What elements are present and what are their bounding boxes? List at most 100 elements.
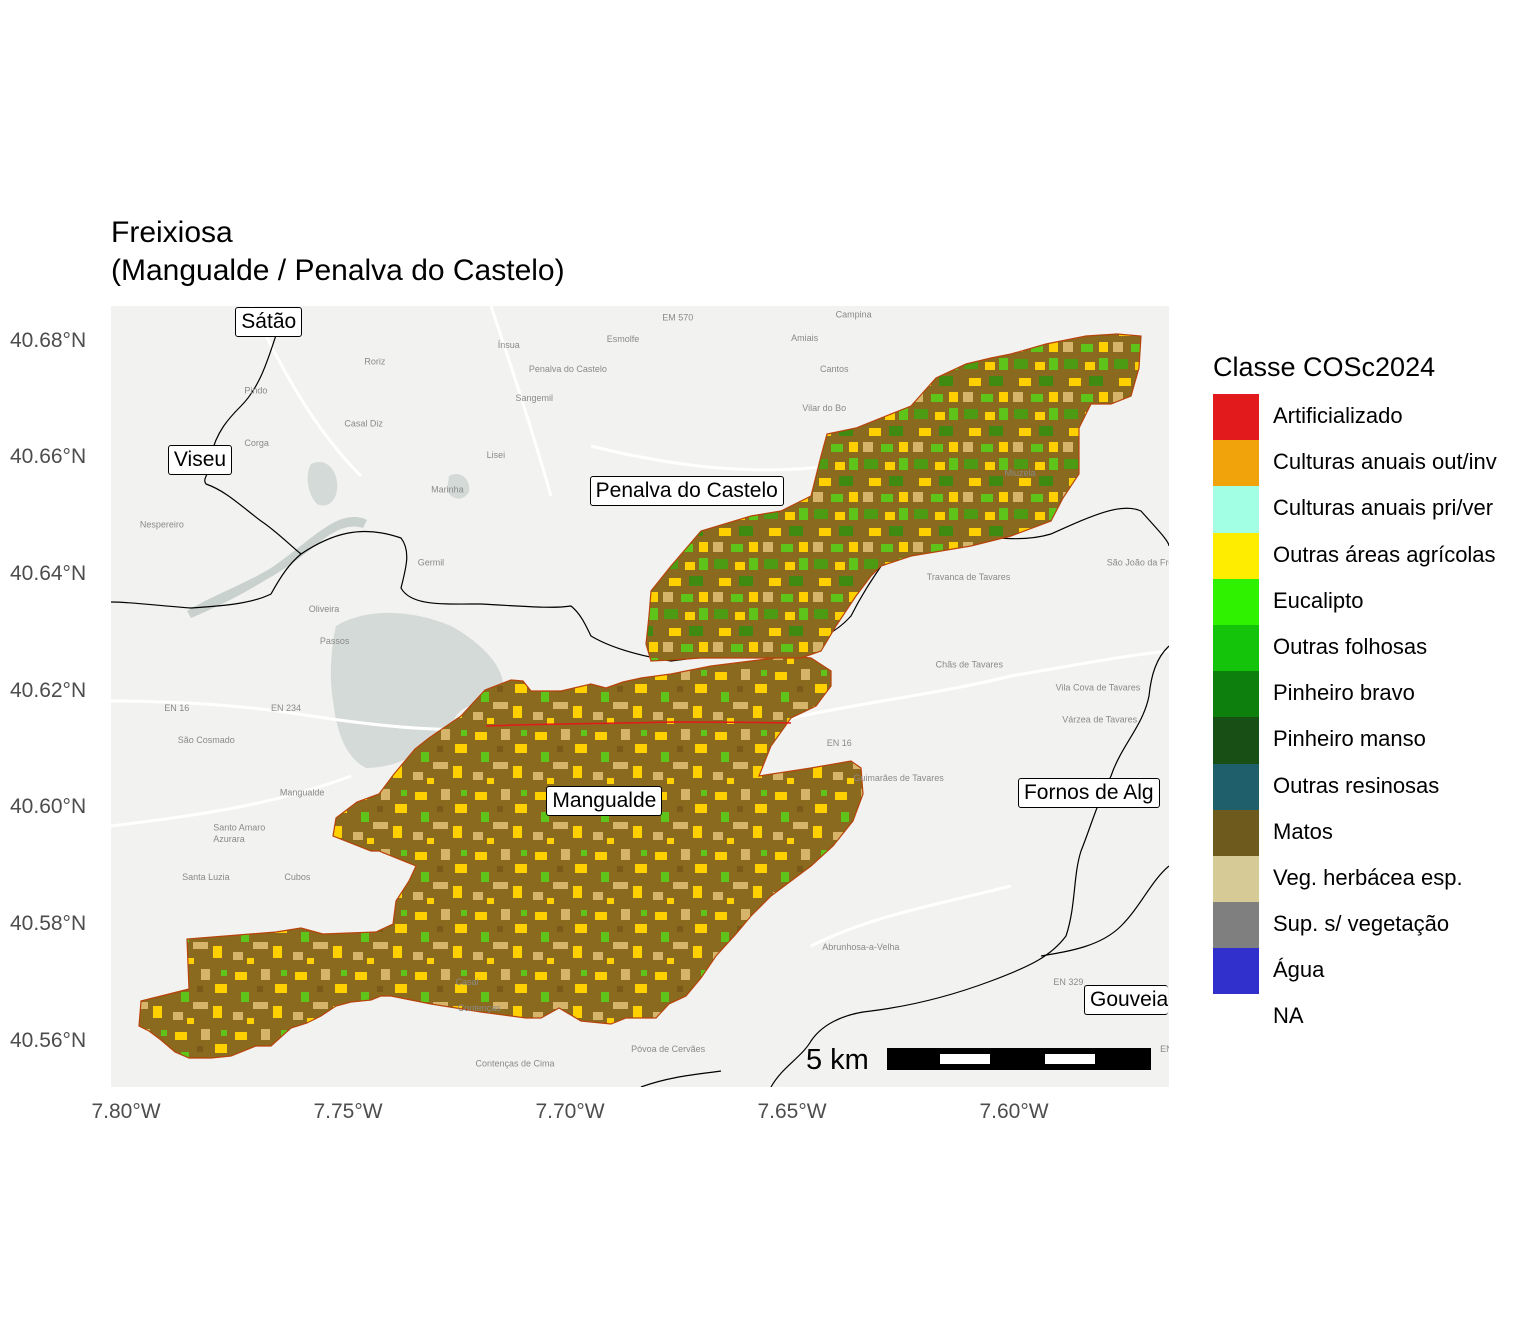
basemap-place-label: Vila Cova de Tavares xyxy=(1056,683,1141,693)
basemap-place-label: Corga xyxy=(244,438,269,448)
legend-swatch xyxy=(1213,486,1259,533)
basemap-place-label: Sangemil xyxy=(516,393,554,403)
map-subtitle: (Mangualde / Penalva do Castelo) xyxy=(111,254,565,287)
legend-swatch xyxy=(1213,440,1259,487)
basemap-place-label: Nespereiro xyxy=(140,520,184,530)
basemap-place-label: Vilar do Bo xyxy=(802,403,846,413)
basemap-place-label: Miuzela xyxy=(1005,468,1036,478)
legend-label: NA xyxy=(1273,1003,1304,1029)
basemap-place-label: Penalva do Castelo xyxy=(529,364,607,374)
basemap-place-label: EN 16 xyxy=(827,738,852,748)
basemap-place-label: Santo Amaro xyxy=(213,823,265,833)
place-label: Sátão xyxy=(235,307,303,338)
map-title: Freixiosa xyxy=(111,216,233,249)
basemap-place-label: Guimarães de Tavares xyxy=(853,773,944,783)
basemap-place-label: Campina xyxy=(836,310,872,320)
basemap-place-label: EN 234 xyxy=(271,703,301,713)
place-label: Viseu xyxy=(167,445,233,476)
x-tick-label: 7.75°W xyxy=(313,1100,383,1123)
legend-swatch xyxy=(1213,717,1259,764)
basemap-place-label: Oliveira xyxy=(309,604,340,614)
basemap-place-label: Póvoa de Cervães xyxy=(631,1044,706,1054)
basemap-place-label: Amiais xyxy=(791,333,819,343)
basemap-place-label: Santa Luzia xyxy=(182,872,230,882)
basemap-place-label: São Cosmado xyxy=(178,735,235,745)
x-tick-label: 7.80°W xyxy=(91,1100,161,1123)
legend-item: Matos xyxy=(1213,809,1533,856)
map-canvas[interactable]: EM 570 Campina Ínsua Esmolfe Amiais Roriz Pena… xyxy=(111,306,1169,1087)
legend-label: Culturas anuais out/inv xyxy=(1273,449,1497,475)
basemap-place-label: Contenças xyxy=(458,1003,502,1013)
place-label: Penalva do Castelo xyxy=(589,475,784,506)
basemap-place-label: Várzea de Tavares xyxy=(1062,715,1137,725)
major-road-red xyxy=(485,721,792,727)
legend-title: Classe COSc2024 xyxy=(1213,352,1436,382)
legend-label: Matos xyxy=(1273,818,1333,844)
basemap-place-label: Abrunhosa-a-Velha xyxy=(822,942,899,952)
study-area-north xyxy=(645,333,1142,662)
legend-label: Outras áreas agrícolas xyxy=(1273,541,1496,567)
map-panel[interactable]: EM 570 Campina Ínsua Esmolfe Amiais Roriz Pena… xyxy=(111,306,1169,1087)
legend-label: Outras resinosas xyxy=(1273,772,1440,798)
basemap-roads xyxy=(111,306,1169,948)
legend-label: Pinheiro bravo xyxy=(1273,680,1415,706)
legend-swatch xyxy=(1213,902,1259,949)
study-area-south xyxy=(138,655,864,1059)
basemap-place-label: EN 329 xyxy=(1160,1044,1169,1054)
legend-item: Veg. herbácea esp. xyxy=(1213,855,1533,903)
basemap-place-label: Casal Diz xyxy=(344,419,383,429)
basemap-place-label: Mangualde xyxy=(280,788,325,798)
legend-label: Pinheiro manso xyxy=(1273,726,1426,752)
legend-swatch xyxy=(1213,855,1259,903)
basemap-label-group: EM 570 Campina Ínsua Esmolfe Amiais Roriz Pena… xyxy=(140,310,1169,1069)
basemap-place-label: Contenças de Cima xyxy=(476,1059,555,1069)
y-tick-label: 40.56°N xyxy=(10,1029,87,1052)
legend-item: Outras áreas agrícolas xyxy=(1213,532,1533,579)
basemap-place-label: São João da Fresta xyxy=(1107,557,1169,567)
legend-item: Outras folhosas xyxy=(1213,624,1533,672)
place-label: Mangualde xyxy=(546,786,663,817)
legend-label: Veg. herbácea esp. xyxy=(1273,864,1463,890)
legend-swatch xyxy=(1213,532,1259,579)
basemap-place-label: Lisei xyxy=(487,450,506,460)
legend-swatch xyxy=(1213,948,1259,995)
y-tick-label: 40.60°N xyxy=(10,795,87,818)
x-tick-label: 7.70°W xyxy=(535,1100,605,1123)
legend-swatch xyxy=(1213,809,1259,856)
basemap-place-label: Passos xyxy=(320,636,350,646)
legend-swatch xyxy=(1213,671,1259,718)
basemap-place-label: EM 570 xyxy=(662,313,693,323)
place-label: Gouveia xyxy=(1083,984,1168,1015)
basemap-place-label: Ínsua xyxy=(498,340,520,350)
legend-item: Eucalipto xyxy=(1213,578,1533,625)
legend-swatch xyxy=(1213,624,1259,672)
legend-item: Culturas anuais out/inv xyxy=(1213,440,1533,487)
legend-label: Culturas anuais pri/ver xyxy=(1273,495,1494,521)
basemap-place-label: EN 329 xyxy=(1053,977,1083,987)
basemap-place-label: Roriz xyxy=(364,356,386,366)
legend-label: Eucalipto xyxy=(1273,587,1364,613)
scalebar xyxy=(887,1048,1151,1070)
basemap-place-label: Chãs de Tavares xyxy=(936,659,1004,669)
legend-swatch xyxy=(1213,994,1259,1041)
legend-label: Sup. s/ vegetação xyxy=(1273,911,1450,937)
legend-items: Artificializado Culturas anuais out/inv Cu… xyxy=(1213,394,1533,1041)
basemap-place-label: Germil xyxy=(418,557,445,567)
basemap-place-label: Cubos xyxy=(284,872,311,882)
legend-item: Outras resinosas xyxy=(1213,763,1533,810)
x-tick-label: 7.65°W xyxy=(757,1100,827,1123)
y-tick-label: 40.64°N xyxy=(10,562,87,585)
legend-item: Artificializado xyxy=(1213,394,1533,441)
legend-item: Sup. s/ vegetação xyxy=(1213,902,1533,949)
y-tick-label: 40.62°N xyxy=(10,679,87,702)
y-tick-label: 40.66°N xyxy=(10,445,87,468)
legend-swatch xyxy=(1213,578,1259,625)
legend-label: Água xyxy=(1273,957,1325,983)
legend-label: Artificializado xyxy=(1273,403,1403,428)
legend-swatch xyxy=(1213,763,1259,810)
basemap-place-label: Casal xyxy=(456,977,479,987)
basemap-place-label: Pindo xyxy=(244,385,267,395)
x-tick-label: 7.60°W xyxy=(979,1100,1049,1123)
y-tick-label: 40.58°N xyxy=(10,912,87,935)
basemap-place-label: Travanca de Tavares xyxy=(927,572,1011,582)
